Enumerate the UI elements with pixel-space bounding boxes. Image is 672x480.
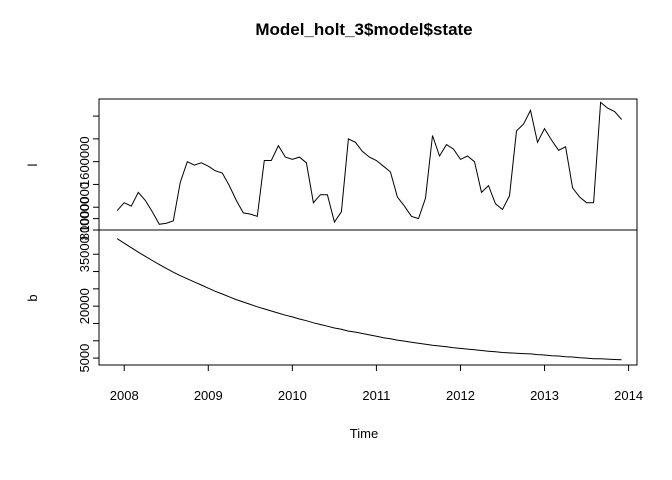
x-tick-label-6: 2014 [614,388,643,403]
x-tick-label-3: 2011 [362,388,390,403]
x-tick-label-1: 2009 [194,388,223,403]
panel-frame-b [98,229,638,366]
x-tick-label-4: 2012 [446,388,475,403]
x-tick-label-5: 2013 [530,388,559,403]
x-tick-label-0: 2008 [110,388,139,403]
series-line-b [116,238,622,361]
x-tick-label-2: 2010 [278,388,307,403]
y-tick-label-l-2: 1000000 [77,182,92,233]
panel-label-b: b [25,294,40,301]
y-tick-label-l-4: 1600000 [77,136,92,187]
chart-title: Model_holt_3$model$state [255,20,472,39]
series-line-l [116,101,622,225]
panel-label-l: l [25,163,40,166]
x-axis-label: Time [350,426,378,441]
y-tick-label-b-0: 5000 [77,344,92,373]
y-tick-label-l-1: 800000 [77,197,92,240]
y-tick-label-b-6: 35000 [77,236,92,272]
panel-frame-l [98,98,638,231]
y-tick-label-b-3: 20000 [77,288,92,324]
